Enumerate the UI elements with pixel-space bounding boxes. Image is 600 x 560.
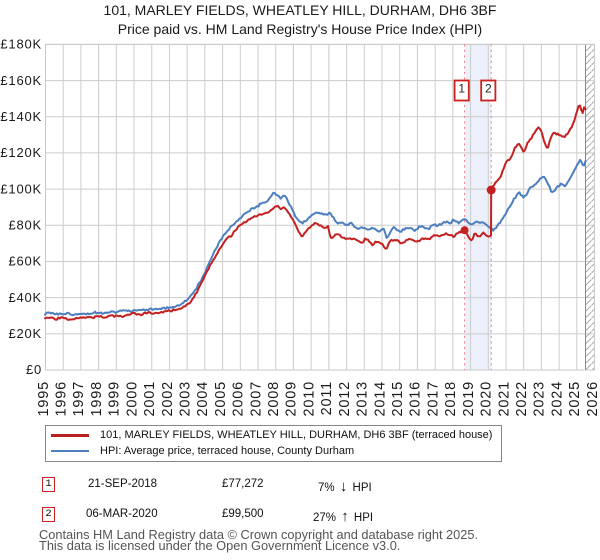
svg-text:2023: 2023 — [532, 381, 548, 416]
svg-text:2008: 2008 — [266, 381, 282, 416]
svg-text:£160K: £160K — [0, 73, 42, 88]
svg-text:2012: 2012 — [337, 381, 353, 416]
svg-text:£60K: £60K — [8, 254, 42, 269]
svg-text:1997: 1997 — [71, 381, 87, 416]
svg-text:2006: 2006 — [231, 381, 247, 416]
svg-text:1995: 1995 — [36, 381, 52, 416]
svg-text:2002: 2002 — [160, 381, 176, 416]
svg-text:1998: 1998 — [89, 381, 105, 416]
svg-text:1: 1 — [458, 81, 465, 95]
svg-text:2014: 2014 — [372, 381, 388, 416]
svg-text:£20K: £20K — [8, 326, 42, 341]
svg-text:2001: 2001 — [142, 381, 158, 416]
svg-text:2022: 2022 — [514, 381, 530, 416]
svg-text:2009: 2009 — [284, 381, 300, 416]
svg-text:2026: 2026 — [585, 381, 600, 416]
svg-text:2018: 2018 — [443, 381, 459, 416]
svg-text:2017: 2017 — [425, 381, 441, 416]
svg-text:£180K: £180K — [0, 37, 42, 52]
svg-text:2000: 2000 — [124, 381, 140, 416]
svg-text:2015: 2015 — [390, 381, 406, 416]
svg-text:1996: 1996 — [54, 381, 70, 416]
svg-text:2016: 2016 — [408, 381, 424, 416]
svg-text:2025: 2025 — [567, 381, 583, 416]
svg-text:1999: 1999 — [107, 381, 123, 416]
svg-text:2005: 2005 — [213, 381, 229, 416]
svg-text:2004: 2004 — [195, 381, 211, 416]
svg-text:£80K: £80K — [8, 218, 42, 233]
svg-text:£140K: £140K — [0, 109, 42, 124]
svg-text:2024: 2024 — [549, 381, 565, 416]
svg-text:2013: 2013 — [355, 381, 371, 416]
svg-text:2020: 2020 — [479, 381, 495, 416]
svg-text:2007: 2007 — [248, 381, 264, 416]
svg-text:£0: £0 — [26, 362, 42, 377]
svg-text:£100K: £100K — [0, 181, 42, 196]
svg-text:2010: 2010 — [302, 381, 318, 416]
svg-text:£120K: £120K — [0, 145, 42, 160]
svg-text:2011: 2011 — [319, 381, 335, 415]
svg-text:£40K: £40K — [8, 290, 42, 305]
svg-text:2019: 2019 — [461, 381, 477, 416]
svg-text:2021: 2021 — [496, 381, 512, 416]
svg-text:2003: 2003 — [178, 381, 194, 416]
svg-text:2: 2 — [485, 81, 492, 95]
